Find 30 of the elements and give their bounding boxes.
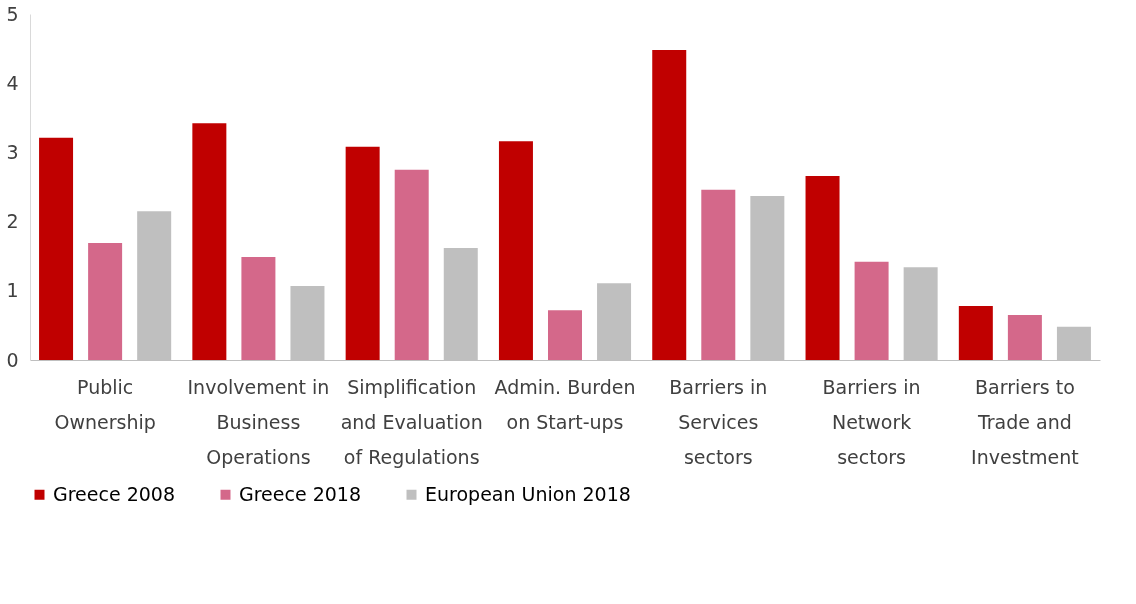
legend-label: Greece 2018 <box>239 482 362 505</box>
y-tick-label: 3 <box>6 140 19 163</box>
bar <box>498 141 533 360</box>
bar <box>652 49 687 360</box>
bar <box>241 256 276 360</box>
bar <box>548 310 582 360</box>
x-tick-label: Public Ownership <box>54 375 156 433</box>
legend-label: European Union 2018 <box>425 482 631 505</box>
y-tick-label: 4 <box>6 71 19 94</box>
x-tick-label: Barriers in Network sectors <box>822 375 921 468</box>
x-tick-label: Simplification and Evaluation of Regulations <box>340 375 483 468</box>
bar <box>958 306 993 360</box>
x-tick-label: Barriers to Trade and Investment <box>971 375 1079 468</box>
bar <box>805 175 840 360</box>
legend-label: Greece 2008 <box>53 482 176 505</box>
bar <box>39 137 74 360</box>
y-tick-label: 1 <box>6 279 19 302</box>
x-tick-label: Barriers in Services sectors <box>669 375 768 468</box>
bar <box>854 261 889 360</box>
bar <box>1007 315 1042 360</box>
bar <box>192 123 227 360</box>
x-tick-label: Admin. Burden on Start-ups <box>494 375 636 433</box>
y-tick-label: 5 <box>6 2 19 25</box>
bar <box>88 243 123 360</box>
y-tick-label: 0 <box>6 348 19 371</box>
y-tick-label: 2 <box>6 210 19 233</box>
bar <box>701 189 736 360</box>
x-tick-label: Involvement in Business Operations <box>187 375 330 468</box>
bar <box>394 169 429 360</box>
bar <box>345 146 380 360</box>
